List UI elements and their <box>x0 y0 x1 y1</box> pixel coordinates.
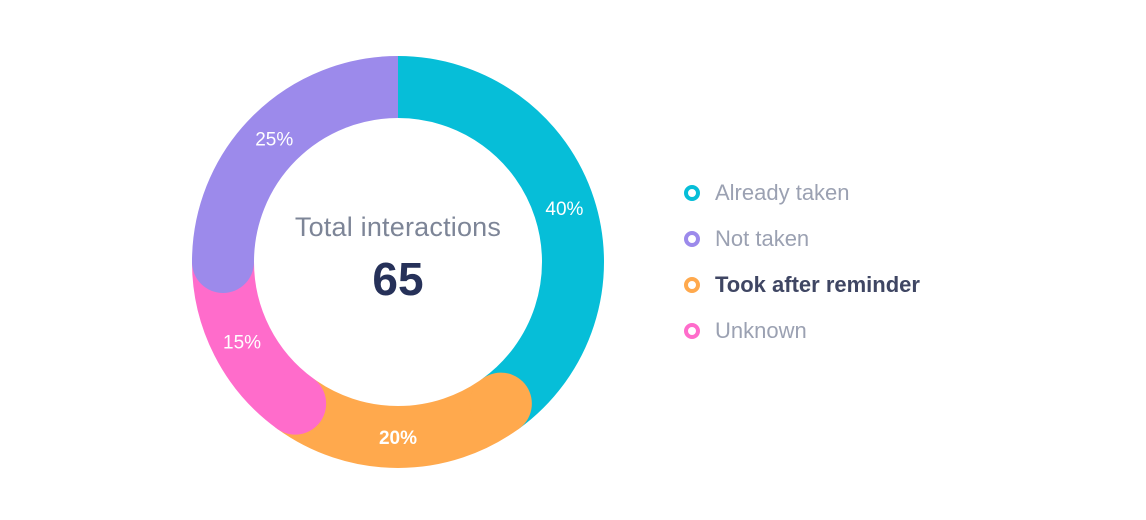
legend-item-unknown[interactable]: Unknown <box>684 308 920 354</box>
legend-item-not-taken[interactable]: Not taken <box>684 216 920 262</box>
slice-label-not-taken: 25% <box>255 129 293 150</box>
legend-marker-icon <box>684 277 700 293</box>
legend-marker-icon <box>684 231 700 247</box>
chart-legend: Already taken Not taken Took after reminde… <box>684 170 920 354</box>
slice-cap-not-taken <box>192 231 254 293</box>
slice-label-unknown: 15% <box>223 332 261 353</box>
legend-marker-icon <box>684 185 700 201</box>
slice-cap-unknown <box>264 372 327 435</box>
legend-label: Unknown <box>715 317 807 343</box>
legend-label: Took after reminder <box>715 271 920 297</box>
legend-marker-icon <box>684 323 700 339</box>
center-label: Total interactions <box>294 212 502 242</box>
legend-label: Already taken <box>715 179 850 205</box>
donut-chart: 40% 20% 15% 25% <box>192 56 604 468</box>
center-total-value: 65 <box>372 253 424 305</box>
legend-item-already-taken[interactable]: Already taken <box>684 170 920 216</box>
legend-item-took-after-reminder[interactable]: Took after reminder <box>684 262 920 308</box>
slice-not-taken[interactable] <box>192 56 399 263</box>
slice-label-already-taken: 40% <box>545 199 583 220</box>
slice-already-taken[interactable] <box>397 56 604 429</box>
slice-label-took-after-reminder: 20% <box>379 428 417 449</box>
legend-label: Not taken <box>715 225 810 251</box>
slice-cap-took-after-reminder <box>469 372 532 435</box>
